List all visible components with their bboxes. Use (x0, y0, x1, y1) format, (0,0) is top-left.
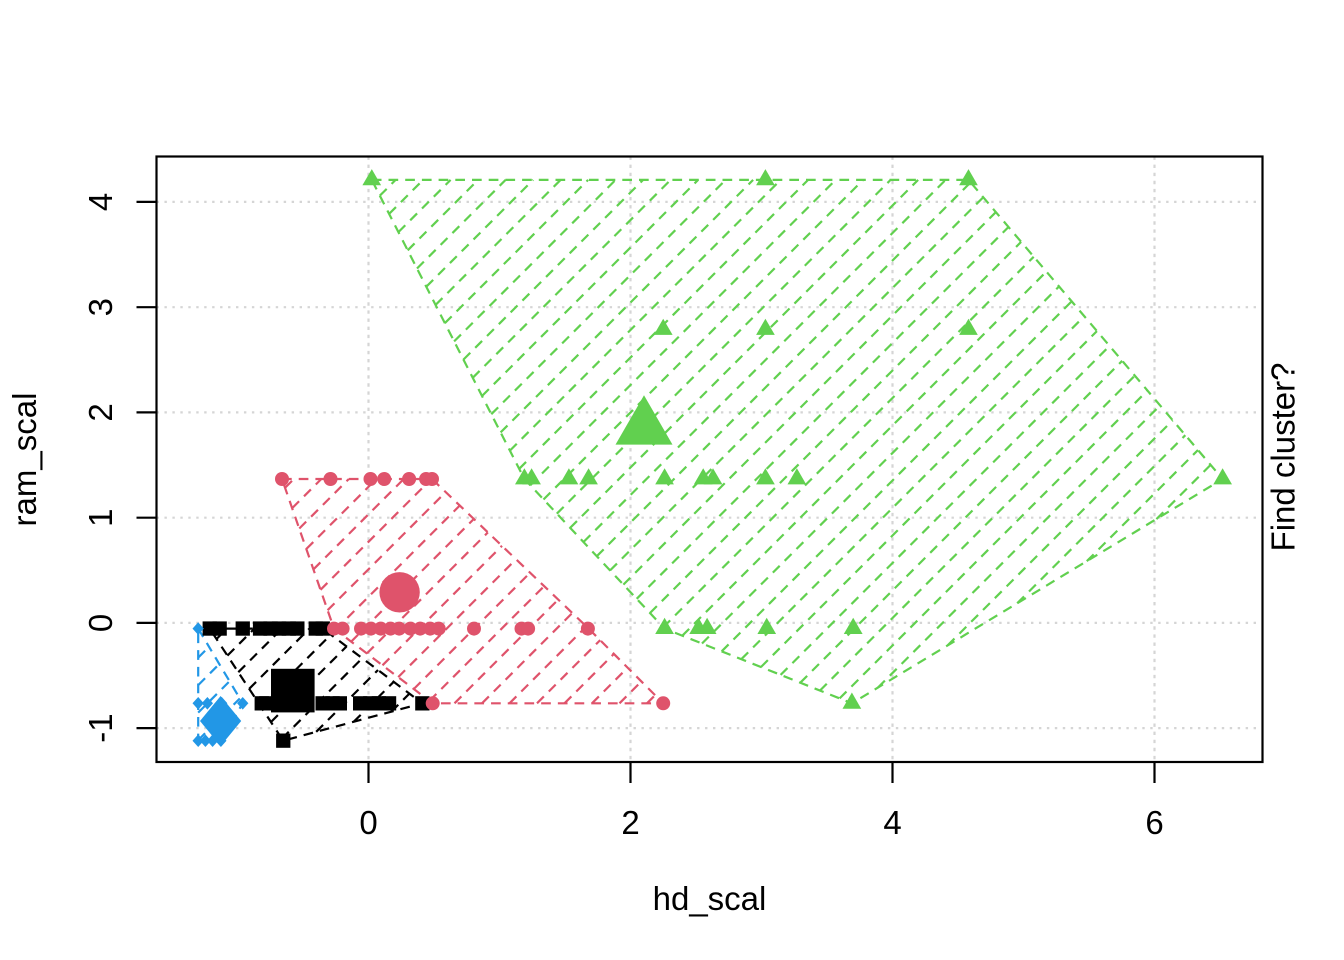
svg-text:0: 0 (359, 804, 377, 841)
svg-text:ram_scal: ram_scal (6, 393, 43, 527)
svg-text:2: 2 (621, 804, 639, 841)
svg-text:4: 4 (82, 193, 119, 211)
svg-text:Find cluster?: Find cluster? (1265, 363, 1302, 552)
svg-text:0: 0 (82, 614, 119, 632)
svg-text:2: 2 (82, 403, 119, 421)
svg-text:1: 1 (82, 509, 119, 527)
svg-text:6: 6 (1145, 804, 1163, 841)
svg-text:3: 3 (82, 298, 119, 316)
svg-text:-1: -1 (82, 713, 119, 742)
svg-text:4: 4 (883, 804, 901, 841)
svg-text:hd_scal: hd_scal (653, 880, 767, 917)
